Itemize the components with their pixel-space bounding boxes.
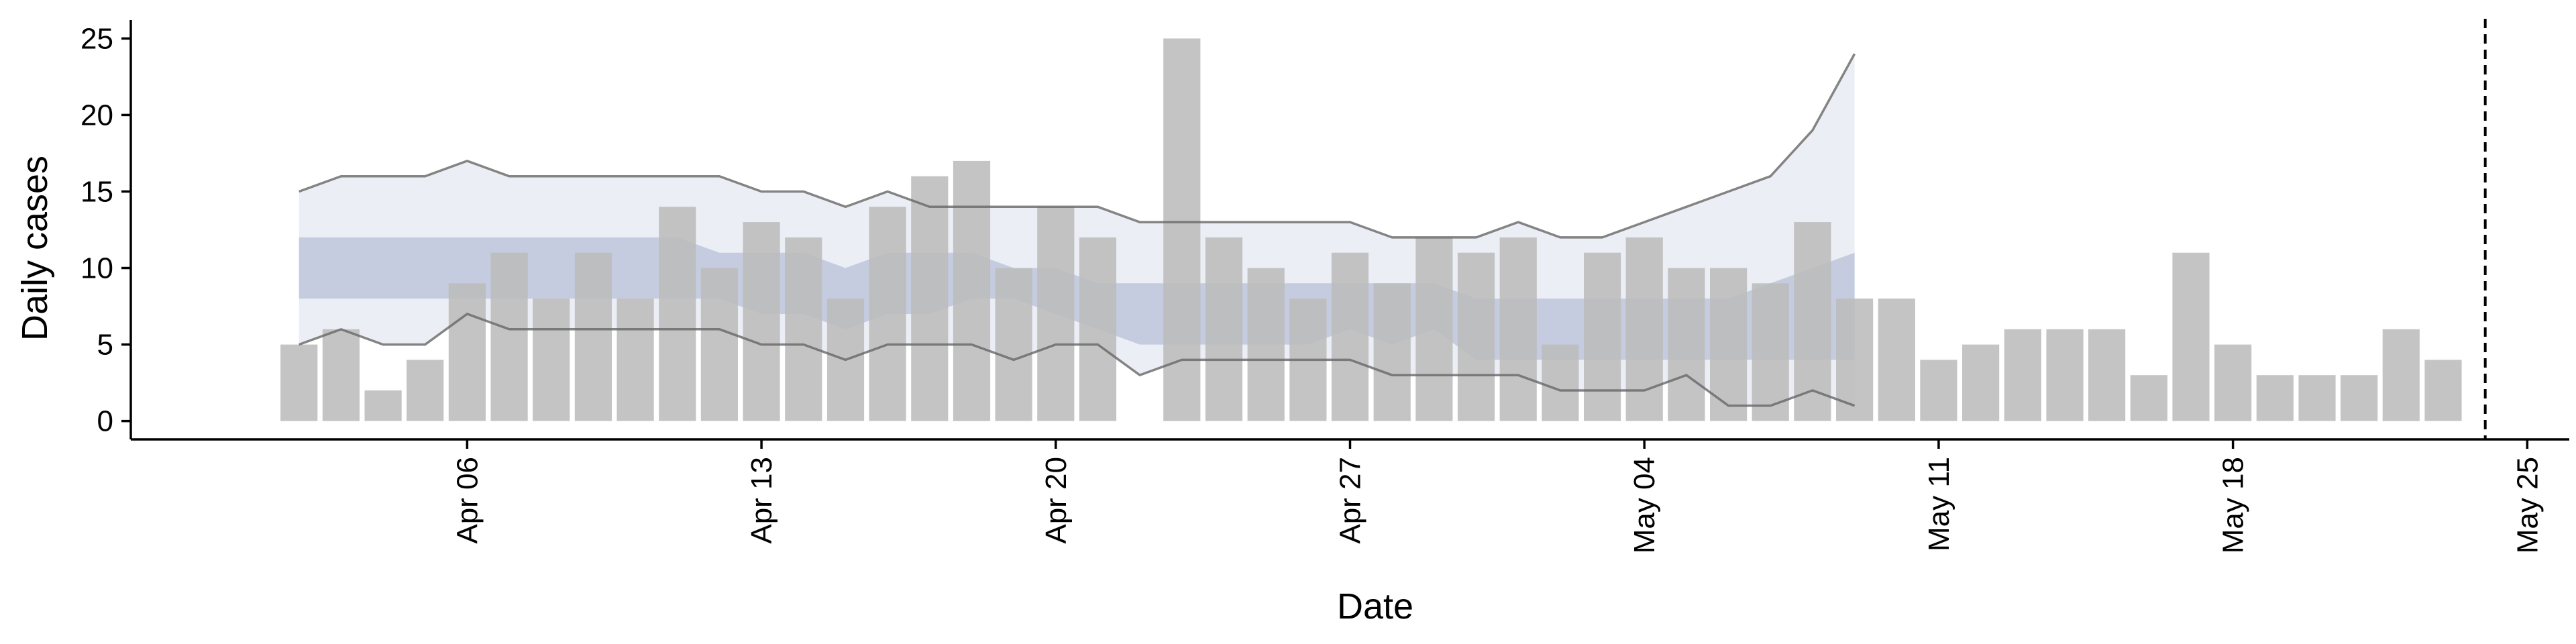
bar — [1247, 268, 1285, 421]
bar — [2382, 329, 2420, 421]
bar — [364, 390, 402, 421]
y-tick-label: 25 — [80, 22, 113, 55]
bar — [1037, 207, 1075, 421]
x-tick-label: May 18 — [2217, 457, 2250, 553]
bar — [2172, 252, 2210, 421]
bar — [1457, 252, 1495, 421]
bar — [785, 237, 822, 421]
x-tick-label: May 25 — [2511, 457, 2544, 553]
bar — [280, 344, 318, 421]
x-tick-label: Apr 06 — [451, 457, 484, 544]
x-tick-label: Apr 13 — [745, 457, 778, 544]
bar — [1710, 268, 1748, 421]
bar — [2256, 375, 2294, 421]
bar — [1163, 38, 1201, 421]
bar — [2130, 375, 2167, 421]
bar — [1415, 237, 1453, 421]
bar — [616, 299, 654, 421]
axes: 0 5 10 15 20 25 Apr 06 Apr 13 Apr 20 Apr 27 May 04… — [80, 20, 2569, 553]
upper-bound-line — [299, 53, 1856, 239]
x-tick-label: Apr 27 — [1334, 457, 1367, 544]
bar — [574, 252, 612, 421]
bar — [2424, 360, 2462, 421]
bar — [1584, 252, 1621, 421]
bar — [1542, 344, 1579, 421]
bar — [1920, 360, 1957, 421]
bar — [533, 299, 570, 421]
y-tick-label: 20 — [80, 99, 113, 131]
bar — [1625, 237, 1663, 421]
bar — [1373, 283, 1411, 421]
lower-bound-line — [299, 313, 1856, 407]
bar — [743, 222, 780, 421]
bar — [1962, 344, 2000, 421]
y-tick-label: 15 — [80, 175, 113, 208]
y-axis-title: Daily cases — [15, 156, 55, 341]
interval-bound-lines — [299, 53, 1856, 407]
bar — [659, 207, 696, 421]
bar — [1836, 299, 1874, 421]
bar — [448, 283, 486, 421]
bar — [1331, 252, 1369, 421]
bar — [1794, 222, 1831, 421]
bar — [2004, 329, 2041, 421]
bar — [700, 268, 738, 421]
bar — [911, 176, 949, 421]
bar — [407, 360, 444, 421]
bar — [2298, 375, 2336, 421]
bar — [1079, 237, 1117, 421]
y-tick-label: 10 — [80, 252, 113, 285]
x-tick-label: May 11 — [1923, 457, 1955, 551]
daily-case-bars — [280, 38, 2462, 421]
bar — [1205, 237, 1243, 421]
bar — [1752, 283, 1789, 421]
bar — [2088, 329, 2126, 421]
bar — [953, 160, 991, 421]
x-axis-title: Date — [1337, 586, 1413, 627]
bar — [1668, 268, 1705, 421]
x-tick-label: May 04 — [1628, 457, 1661, 553]
bar — [2214, 344, 2252, 421]
bar — [2046, 329, 2084, 421]
y-tick-label: 0 — [97, 405, 113, 438]
y-tick-label: 5 — [97, 329, 113, 362]
bar — [1499, 237, 1537, 421]
bar — [1878, 299, 1915, 421]
bar — [995, 268, 1032, 421]
bar — [2341, 375, 2378, 421]
bar — [869, 207, 906, 421]
bar — [490, 252, 528, 421]
x-tick-label: Apr 20 — [1040, 457, 1073, 544]
bar — [322, 329, 360, 421]
